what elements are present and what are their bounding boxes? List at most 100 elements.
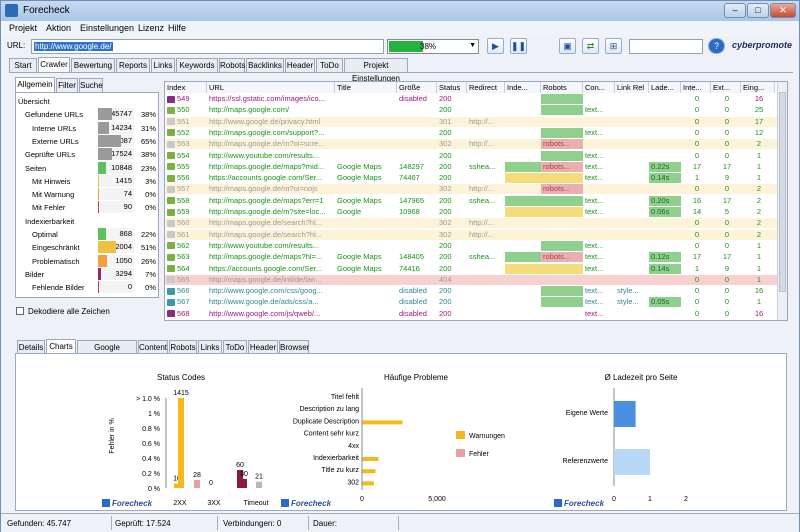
column-header[interactable]: Con... — [583, 82, 615, 93]
progress-dropdown[interactable]: 38% ▼ — [387, 39, 479, 54]
overview-row[interactable]: Interne URLs 14234 31% — [16, 121, 158, 135]
tab-todo[interactable]: ToDo — [316, 58, 343, 72]
tab-backlinks[interactable]: Backlinks — [246, 58, 284, 72]
column-header[interactable]: Index — [165, 82, 207, 93]
cell-text: 200 — [439, 105, 452, 115]
table-row[interactable]: 554 http://www.youtube.com/results... 200 t… — [165, 150, 785, 161]
table-row[interactable]: 549 https://ssl.gstatic.com/images/ico...… — [165, 94, 785, 104]
menu-aktion[interactable]: Aktion — [46, 23, 72, 33]
maximize-button[interactable]: □ — [747, 3, 769, 18]
tab-google-analytics[interactable]: Google Analytics — [77, 340, 137, 365]
table-row[interactable]: 559 http://maps.google.de/m?site=loc... Go… — [165, 207, 785, 217]
grid-scrollbar[interactable] — [777, 82, 787, 320]
tab-projekt-einstellungen[interactable]: Projekt Einstellungen — [344, 58, 408, 83]
overview-row[interactable]: Mit Hinweis 1415 3% — [16, 174, 158, 188]
tab-links[interactable]: Links — [151, 58, 175, 72]
table-row[interactable]: 557 http://maps.google.de/m?oi=nojs 302 htt… — [165, 184, 785, 195]
column-header[interactable]: Inde... — [505, 82, 541, 93]
overview-row[interactable]: Externe URLs 30087 65% — [16, 134, 158, 148]
close-button[interactable]: ✕ — [770, 3, 796, 18]
table-row[interactable]: 563 http://maps.google.de/maps?hl=... Goog… — [165, 252, 785, 263]
cell-text: 0 — [694, 308, 700, 318]
menu-projekt[interactable]: Projekt — [9, 23, 38, 33]
table-cell — [541, 218, 583, 228]
url-label: URL: — [7, 41, 26, 50]
tab-links[interactable]: Links — [198, 340, 222, 354]
tab-keywords[interactable]: Keywords — [176, 58, 218, 72]
tab-details[interactable]: Details — [17, 340, 45, 354]
window-icon[interactable]: ▣ — [559, 38, 576, 54]
table-row[interactable]: 552 http://maps.google.com/support?... 200… — [165, 127, 785, 138]
table-row[interactable]: 553 http://maps.google.de/m?oi=scre... 302… — [165, 139, 785, 150]
overview-row[interactable]: Bilder 3294 7% — [16, 267, 158, 281]
search-input[interactable] — [629, 39, 703, 54]
overview-row[interactable]: Problematisch 1050 26% — [16, 254, 158, 268]
table-row[interactable]: 564 https://accounts.google.com/Ser... Goo… — [165, 263, 785, 274]
overview-row[interactable]: Mit Fehler 90 0% — [16, 201, 158, 214]
minimize-button[interactable]: – — [724, 3, 746, 18]
column-header[interactable]: Link Rel — [615, 82, 649, 93]
tab-robots[interactable]: Robots — [219, 58, 245, 72]
table-row[interactable]: 562 http://www.youtube.com/results... 200 t… — [165, 240, 785, 251]
overview-row[interactable]: Übersicht — [16, 95, 158, 108]
table-cell: 200 — [437, 151, 467, 161]
table-row[interactable]: 560 http://maps.google.de/search?hl... 302… — [165, 218, 785, 229]
decode-checkbox[interactable] — [16, 307, 24, 315]
menu-lizenz[interactable]: Lizenz — [138, 23, 165, 33]
column-header[interactable]: Status — [437, 82, 467, 93]
column-header[interactable]: URL — [207, 82, 335, 93]
tab-reports[interactable]: Reports — [116, 58, 150, 72]
overview-row[interactable]: Optimal 868 22% — [16, 228, 158, 241]
tab-robots[interactable]: Robots — [169, 340, 197, 354]
y-tick-label: 0.2 % — [142, 471, 160, 478]
tab-start[interactable]: Start — [9, 58, 37, 72]
table-row[interactable]: 550 http://maps.google.com/200 text... 0 0 25 — [165, 105, 785, 116]
column-header[interactable]: Lade... — [649, 82, 681, 93]
menu-hilfe[interactable]: Hilfe — [168, 23, 187, 33]
tab-header[interactable]: Header — [285, 58, 315, 72]
overview-row[interactable]: Geprüfte URLs 17524 38% — [16, 148, 158, 161]
pause-icon[interactable]: ❚❚ — [510, 38, 527, 54]
table-row[interactable]: 566 http://www.google.com/css/goog... disa… — [165, 286, 785, 297]
overview-row[interactable]: Eingeschränkt 2004 51% — [16, 241, 158, 254]
tab-filter[interactable]: Filter — [56, 78, 78, 92]
table-cell — [583, 117, 615, 127]
overview-row[interactable]: Gefundene URLs 45747 38% — [16, 108, 158, 121]
tab-crawler[interactable]: Crawler — [38, 57, 70, 72]
overview-row[interactable]: Seiten 10848 23% — [16, 161, 158, 175]
table-row[interactable]: 568 http://www.google.com/js/qweb/... disa… — [165, 308, 785, 319]
table-cell — [615, 173, 649, 183]
table-row[interactable]: 565 http://maps.google.de/intl/de/lan... 4… — [165, 274, 785, 285]
column-header[interactable]: Redirect — [467, 82, 505, 93]
tab-suche[interactable]: Suche — [79, 78, 103, 92]
column-header[interactable]: Title — [335, 82, 397, 93]
column-header[interactable]: Eing... — [741, 82, 775, 93]
overview-row[interactable]: Mit Warnung 74 0% — [16, 188, 158, 201]
column-header[interactable]: Robots — [541, 82, 583, 93]
table-row[interactable]: 551 http://www.google.de/privacy.html 301 h… — [165, 116, 785, 127]
export-icon[interactable]: ⇄ — [582, 38, 599, 54]
tab-charts[interactable]: Charts — [46, 339, 76, 354]
tab-todo[interactable]: ToDo — [223, 340, 247, 354]
column-header[interactable]: Inte... — [681, 82, 711, 93]
tab-browser[interactable]: Browser — [279, 340, 309, 354]
tab-bewertung[interactable]: Bewertung — [71, 58, 115, 72]
tab-content[interactable]: Content — [138, 340, 168, 354]
tab-allgemein[interactable]: Allgemein — [15, 77, 55, 92]
table-row[interactable]: 556 https://accounts.google.com/Ser... Goo… — [165, 173, 785, 184]
tab-header[interactable]: Header — [248, 340, 278, 354]
overview-row[interactable]: Fehlende Bilder 0 0% — [16, 281, 158, 294]
table-row[interactable]: 561 http://maps.google.de/search?hl... 302… — [165, 229, 785, 240]
url-input[interactable]: http://www.google.de/ — [31, 39, 384, 54]
table-row[interactable]: 558 http://maps.google.de/maps?err=1 Googl… — [165, 195, 785, 206]
column-header[interactable]: Größe — [397, 82, 437, 93]
menu-einstellungen[interactable]: Einstellungen — [80, 23, 135, 33]
network-icon[interactable]: ⊞ — [605, 38, 622, 54]
overview-row[interactable]: Indexierbarkeit — [16, 215, 158, 228]
play-icon[interactable]: ▶ — [487, 38, 504, 54]
help-icon[interactable]: ? — [708, 38, 725, 54]
column-header[interactable]: Ext... — [711, 82, 741, 93]
table-row[interactable]: 555 http://maps.google.de/maps?mid... Goog… — [165, 161, 785, 172]
table-cell — [505, 263, 541, 274]
table-row[interactable]: 567 http://www.google.de/ads/css/a... disa… — [165, 297, 785, 308]
